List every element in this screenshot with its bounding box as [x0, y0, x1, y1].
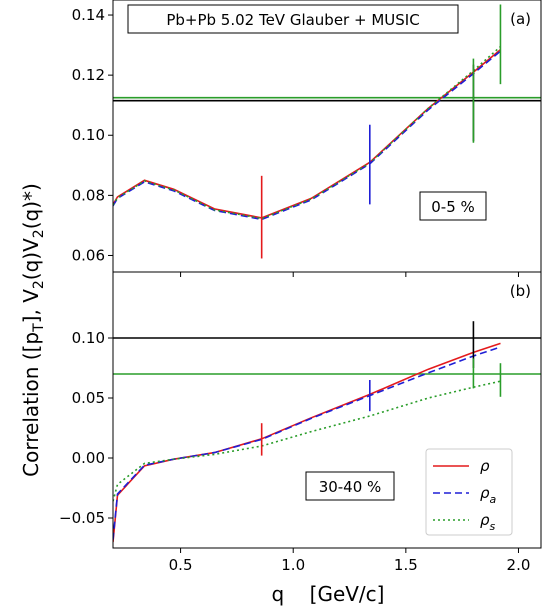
- panel-label: (b): [510, 282, 531, 300]
- centrality-box: [305, 471, 395, 501]
- centrality-label: 0-5 %: [431, 198, 475, 216]
- y-axis-label-text-3: (q)V: [19, 238, 43, 280]
- y-axis-label-sub-2: 2: [31, 280, 47, 289]
- y-tick-label: 0.10: [72, 329, 105, 347]
- series-line-ρ-s: [113, 46, 502, 220]
- chart-title: Pb+Pb 5.02 TeV Glauber + MUSIC: [166, 11, 419, 29]
- label-main: ρ: [480, 484, 490, 502]
- x-tick-label: 2.0: [507, 556, 531, 574]
- panel-a: 0.06 0.08 0.10 0.12 0.14 (a) Pb+Pb 5.02 TeV Gl…: [72, 0, 542, 277]
- y-axis-label-text-2: ], V: [19, 289, 43, 324]
- y-tick-label: 0.10: [72, 126, 105, 144]
- legend-label: ρ: [480, 457, 490, 475]
- y-tick-label: 0.05: [72, 389, 105, 407]
- legend-frame: [425, 448, 513, 536]
- y-axis-label-text-4: (q)*): [19, 183, 43, 229]
- legend-label: ρs: [480, 511, 496, 533]
- centrality-box: [419, 191, 487, 221]
- y-tick-label: 0.00: [72, 449, 105, 467]
- title-box: [127, 4, 459, 34]
- x-tick-label: 1.5: [394, 556, 418, 574]
- label-sub: s: [490, 520, 496, 533]
- plot-data: [113, 321, 541, 543]
- shared-y-axis-label: Correlation ([pT], V2(q)V2(q)*): [19, 183, 47, 477]
- legend-label: ρa: [480, 484, 497, 506]
- label-sub: a: [490, 493, 497, 506]
- panel-b: −0.05 0.00 0.05 0.10 0.5 1.0 1.5 2.0 (b) 30-40 % ρ…: [59, 271, 542, 574]
- panels: 0.06 0.08 0.10 0.12 0.14 (a) Pb+Pb 5.02 TeV Gl…: [59, 0, 542, 574]
- series-line-ρ-a: [113, 346, 501, 540]
- panel-label: (a): [510, 10, 531, 28]
- y-tick-label: 0.08: [72, 186, 105, 204]
- centrality-label: 30-40 %: [319, 478, 382, 496]
- label-main: ρ: [480, 511, 490, 529]
- series-line-ρ-a: [113, 50, 502, 221]
- y-axis-label-sub-3: 2: [31, 229, 47, 238]
- x-tick-label: 1.0: [281, 556, 305, 574]
- y-tick-label: 0.14: [72, 6, 105, 24]
- x-axis-label: q [GeV/c]: [272, 582, 385, 606]
- label-main: ρ: [480, 457, 490, 475]
- x-tick-label: 0.5: [169, 556, 193, 574]
- axes-frame: [112, 0, 542, 273]
- y-tick-label: −0.05: [59, 509, 105, 527]
- y-axis-label-text: Correlation ([p: [19, 332, 43, 477]
- axes-frame: [112, 271, 542, 549]
- y-tick-label: 0.06: [72, 246, 105, 264]
- y-tick-label: 0.12: [72, 66, 105, 84]
- plot-data: [113, 4, 541, 259]
- y-axis-label-sub: T: [31, 323, 47, 333]
